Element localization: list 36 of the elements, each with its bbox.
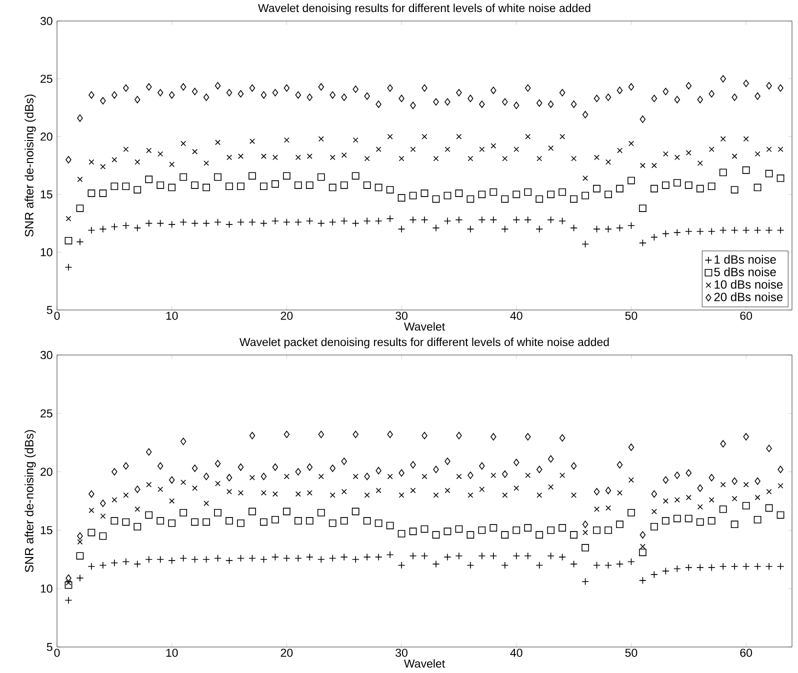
x-tick-label: 20	[280, 648, 293, 657]
x-tick-label: 10	[166, 312, 178, 320]
x-tick-label: 50	[625, 312, 638, 320]
x-axis-title: Wavelet	[404, 322, 445, 331]
chart-title: Wavelet denoising results for different levels of white noise added	[258, 4, 590, 14]
y-tick-label: 25	[40, 409, 52, 418]
y-tick-label: 20	[40, 132, 52, 141]
x-tick-label: 30	[396, 312, 408, 320]
y-tick-label: 10	[40, 584, 52, 593]
y-tick-label: 25	[40, 74, 52, 83]
y-tick-label: 5	[46, 306, 52, 314]
y-axis-title: SNR after de-noising (dBs)	[24, 94, 36, 237]
y-tick-label: 30	[40, 16, 52, 26]
x-tick-label: 30	[396, 648, 408, 657]
x-tick-label: 60	[740, 648, 752, 657]
y-tick-label: 30	[40, 350, 52, 360]
y-tick-label: 5	[46, 642, 52, 652]
x-tick-label: 0	[54, 648, 60, 657]
y-tick-label: 10	[40, 248, 52, 256]
legend-label: 1 dBs noise	[714, 254, 776, 264]
legend-label: 5 dBs noise	[714, 267, 776, 276]
x-tick-label: 0	[54, 312, 60, 320]
x-axis-title: Wavelet	[404, 659, 445, 668]
y-axis-title: SNR after de-noising (dBs)	[24, 430, 36, 572]
x-tick-label: 40	[510, 648, 522, 657]
y-tick-label: 15	[40, 190, 52, 198]
y-tick-label: 20	[40, 468, 52, 476]
x-tick-label: 20	[280, 312, 293, 320]
x-tick-label: 60	[740, 312, 752, 320]
x-tick-label: 50	[625, 648, 638, 657]
y-tick-label: 15	[40, 526, 52, 534]
x-tick-label: 10	[166, 648, 178, 657]
x-tick-label: 40	[510, 312, 522, 320]
chart-title: Wavelet packet denoising results for different levels of white noise added	[239, 338, 609, 348]
legend-label: 20 dBs noise	[714, 292, 783, 302]
legend-label: 10 dBs noise	[714, 280, 783, 289]
